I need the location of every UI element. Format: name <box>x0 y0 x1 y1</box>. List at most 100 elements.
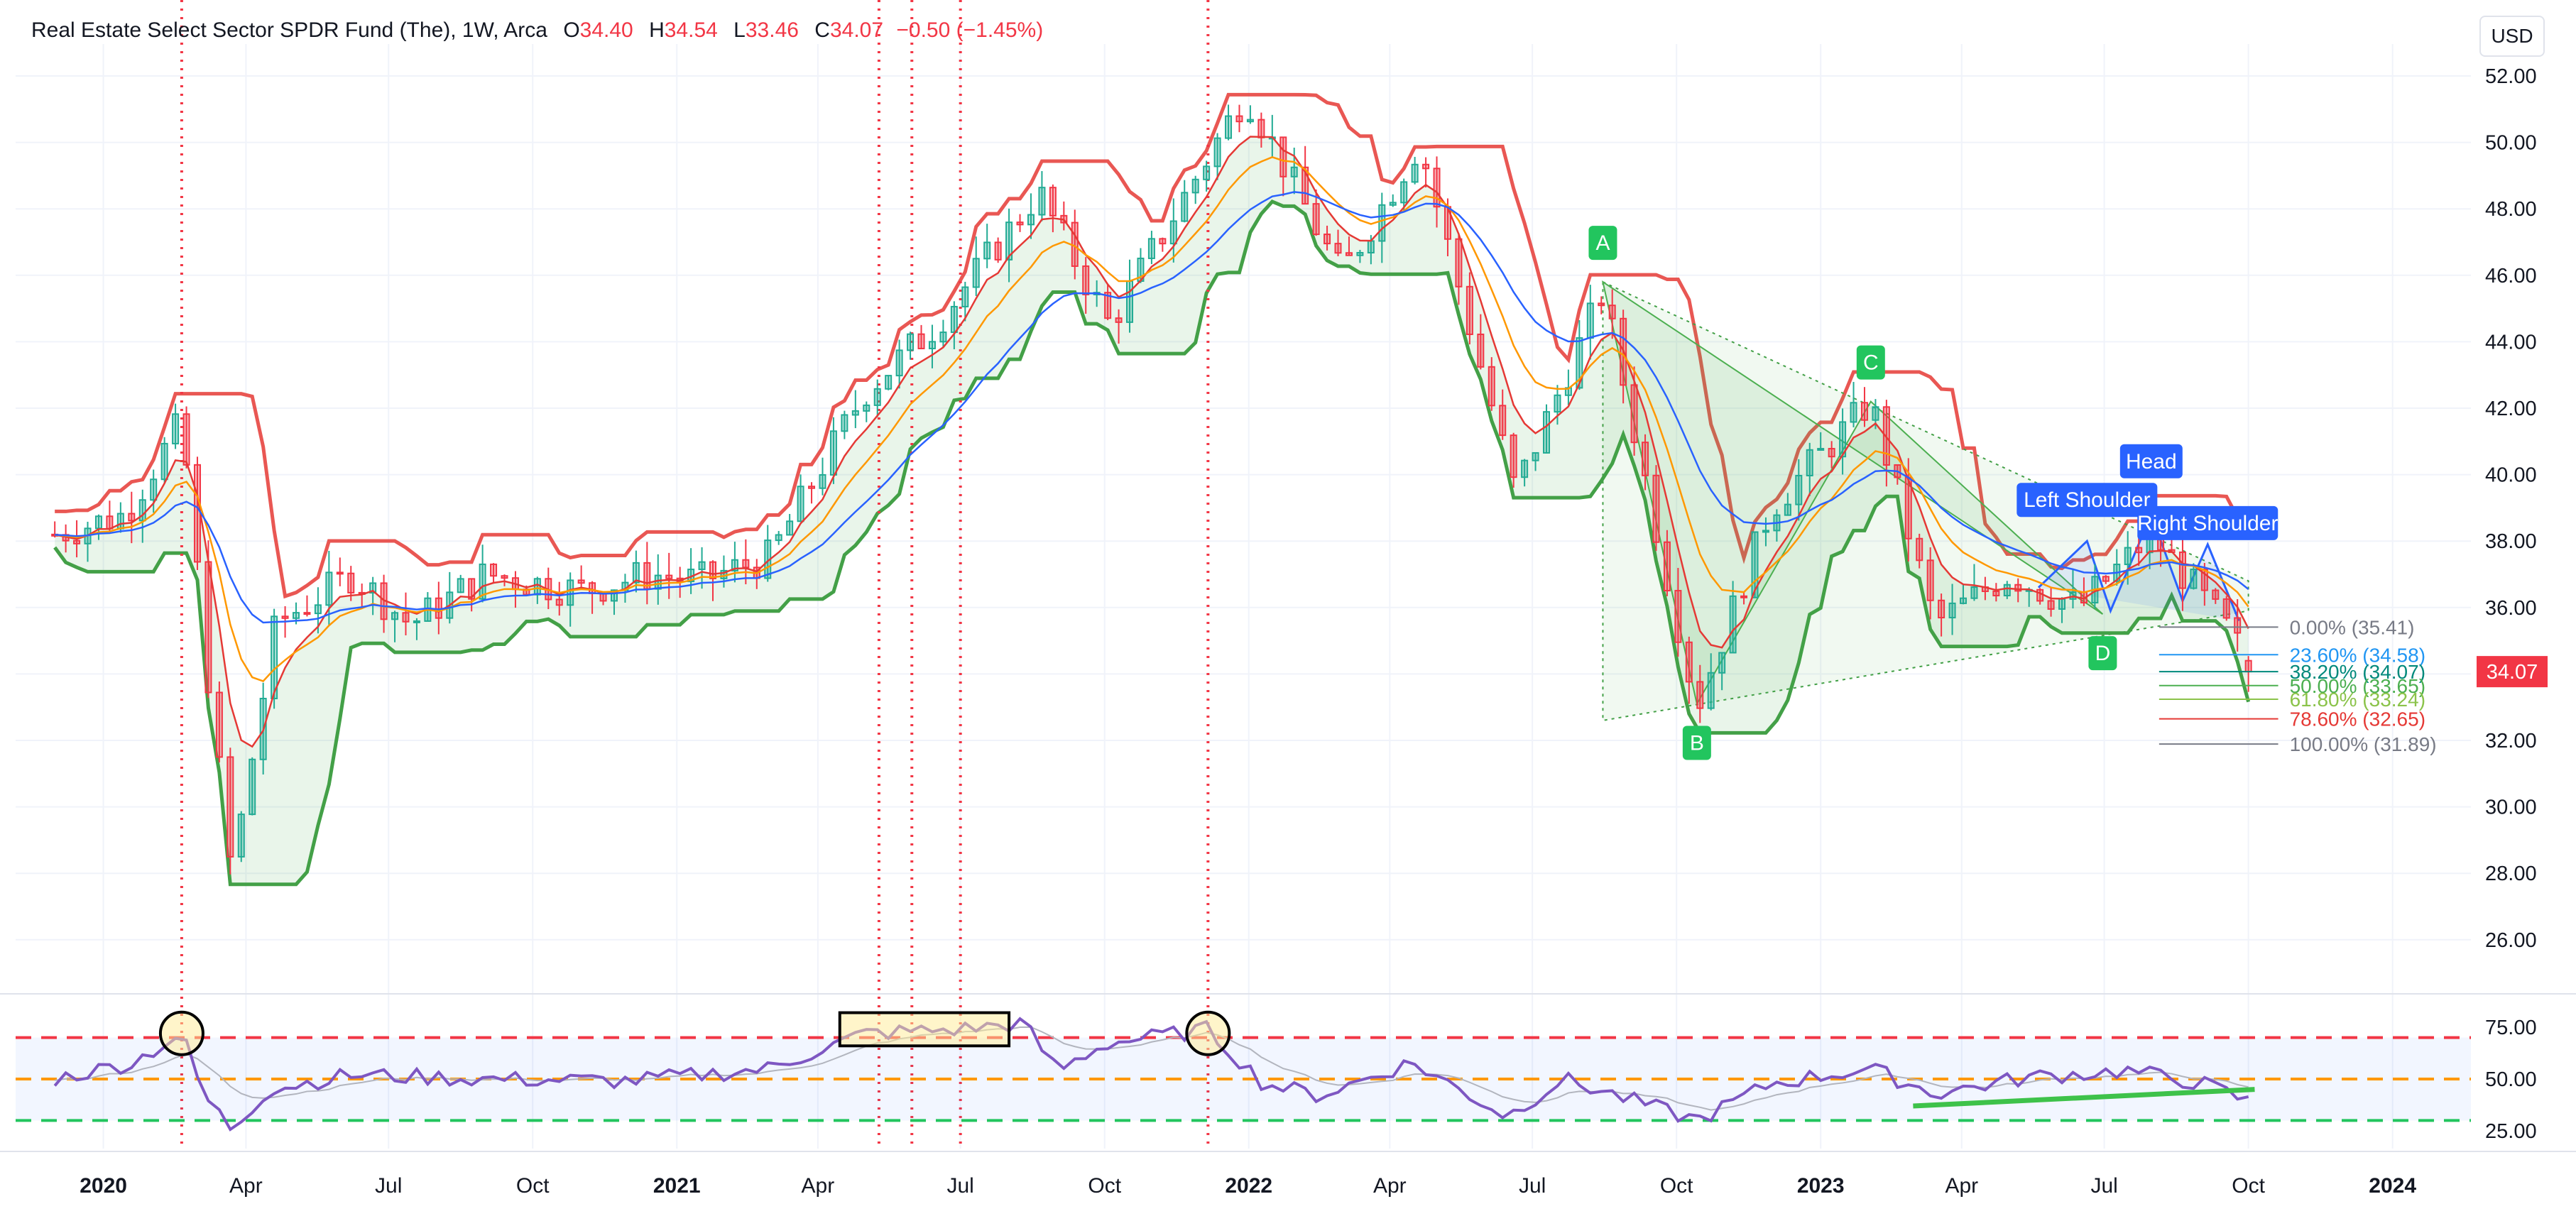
fibonacci-levels: 0.00% (35.41) 23.60% (34.58)38.20% (34.07… <box>2159 616 2437 755</box>
price-tick-label: 46.00 <box>2485 265 2537 288</box>
candle-body <box>281 615 289 619</box>
candle-body <box>917 333 925 349</box>
pattern-label: C <box>1863 351 1879 375</box>
time-tick-label: 2022 <box>1225 1174 1272 1198</box>
fib-level-label: 0.00% (35.41) <box>2290 616 2415 638</box>
time-tick-label: 2020 <box>80 1174 127 1198</box>
candle-body <box>577 579 585 584</box>
pattern-badge <box>1682 726 1711 760</box>
trend-support-line <box>53 199 2251 887</box>
pattern-badge <box>1588 226 1617 261</box>
price-tick-label: 52.00 <box>2485 65 2537 88</box>
candle-body <box>1115 317 1123 323</box>
candle-body <box>391 612 399 620</box>
candle-body <box>2058 598 2066 610</box>
candle-body <box>1916 537 1923 562</box>
pattern-badge <box>2137 505 2278 540</box>
candle-body <box>413 620 420 623</box>
candle-body <box>1181 192 1189 222</box>
moving-average-line <box>55 156 2249 682</box>
candle-body <box>1828 447 1835 458</box>
candle-body <box>1630 384 1638 444</box>
candle-body <box>1510 434 1517 478</box>
currency-button[interactable]: USD <box>2479 16 2545 57</box>
candle-body <box>182 413 190 466</box>
candle-body <box>160 442 168 481</box>
candle-body <box>983 241 991 260</box>
symbol-header: Real Estate Select Sector SPDR Fund (The… <box>31 18 1043 43</box>
candle-body <box>533 578 541 596</box>
candle-body <box>1169 220 1177 245</box>
time-tick-label: Apr <box>1373 1174 1407 1198</box>
candle-body <box>786 520 794 536</box>
candle-body <box>1488 366 1495 407</box>
candle-body <box>2003 584 2011 597</box>
candle-body <box>961 286 969 307</box>
candle-body <box>654 574 662 590</box>
candle-body <box>1334 243 1342 254</box>
candle-body <box>2069 591 2077 600</box>
pattern-label: B <box>1690 732 1704 755</box>
candle-body <box>227 756 234 858</box>
candle-body <box>1696 681 1704 709</box>
candle-body <box>116 513 124 530</box>
candle-body <box>336 571 344 575</box>
time-tick-label: Oct <box>1660 1174 1693 1198</box>
candle-body <box>172 413 180 444</box>
pattern-label: Left Shoulder <box>2024 488 2150 512</box>
last-price-label: 34.07 <box>2487 661 2538 684</box>
fib-level-label: 38.20% (34.07) <box>2290 661 2425 683</box>
candle-body <box>271 615 278 700</box>
candle-body <box>2047 600 2055 610</box>
candle-body <box>698 561 706 571</box>
candle-body <box>1104 292 1112 319</box>
candle-body <box>1992 590 2000 597</box>
candle-body <box>1554 394 1561 413</box>
candle-body <box>1532 451 1539 461</box>
price-tick-label: 38.00 <box>2485 530 2537 553</box>
rsi-highlight-circle <box>1185 1010 1231 1056</box>
candle-body <box>1926 559 1934 601</box>
candle-body <box>1652 474 1660 543</box>
price-tick-label: 42.00 <box>2485 398 2537 420</box>
candle-body <box>1235 115 1243 123</box>
candle-body <box>907 333 915 351</box>
candle-body <box>1860 402 1868 421</box>
candle-body <box>94 515 102 530</box>
candle-body <box>928 341 936 349</box>
candle-body <box>1685 641 1693 683</box>
candle-body <box>2036 588 2044 602</box>
candle-body <box>1751 531 1759 598</box>
candle-body <box>106 515 114 530</box>
candle-body <box>1279 136 1287 177</box>
candle-body <box>237 814 245 858</box>
candle-body <box>193 464 201 563</box>
candle-body <box>303 612 311 615</box>
time-tick-label: Oct <box>1088 1174 1121 1198</box>
candle-body <box>1729 595 1737 654</box>
candle-body <box>1795 474 1803 505</box>
candle-body <box>1246 119 1254 123</box>
candle-body <box>1960 597 1968 604</box>
fib-level-label: 100.00% (31.89) <box>2290 733 2437 755</box>
candle-body <box>479 563 486 600</box>
low-value: 33.46 <box>745 18 799 42</box>
candle-body <box>1872 406 1879 421</box>
candle-body <box>2244 659 2252 673</box>
high-value: 34.54 <box>664 18 718 42</box>
candle-body <box>1477 333 1485 368</box>
candle-body <box>1345 252 1353 256</box>
candle-body <box>249 758 256 816</box>
time-tick-label: Apr <box>229 1174 263 1198</box>
candle-body <box>2234 617 2242 634</box>
time-tick-label: Jul <box>2090 1174 2117 1198</box>
time-tick-label: Jul <box>1519 1174 1546 1198</box>
change-value: −0.50 (−1.45%) <box>896 18 1044 42</box>
candle-body <box>665 574 673 579</box>
open-value: 34.40 <box>579 18 633 42</box>
last-price-badge <box>2477 656 2548 688</box>
low-label: L <box>733 18 746 42</box>
candle-body <box>1784 503 1791 516</box>
candle-body <box>1038 187 1046 216</box>
price-tick-label: 40.00 <box>2485 464 2537 487</box>
